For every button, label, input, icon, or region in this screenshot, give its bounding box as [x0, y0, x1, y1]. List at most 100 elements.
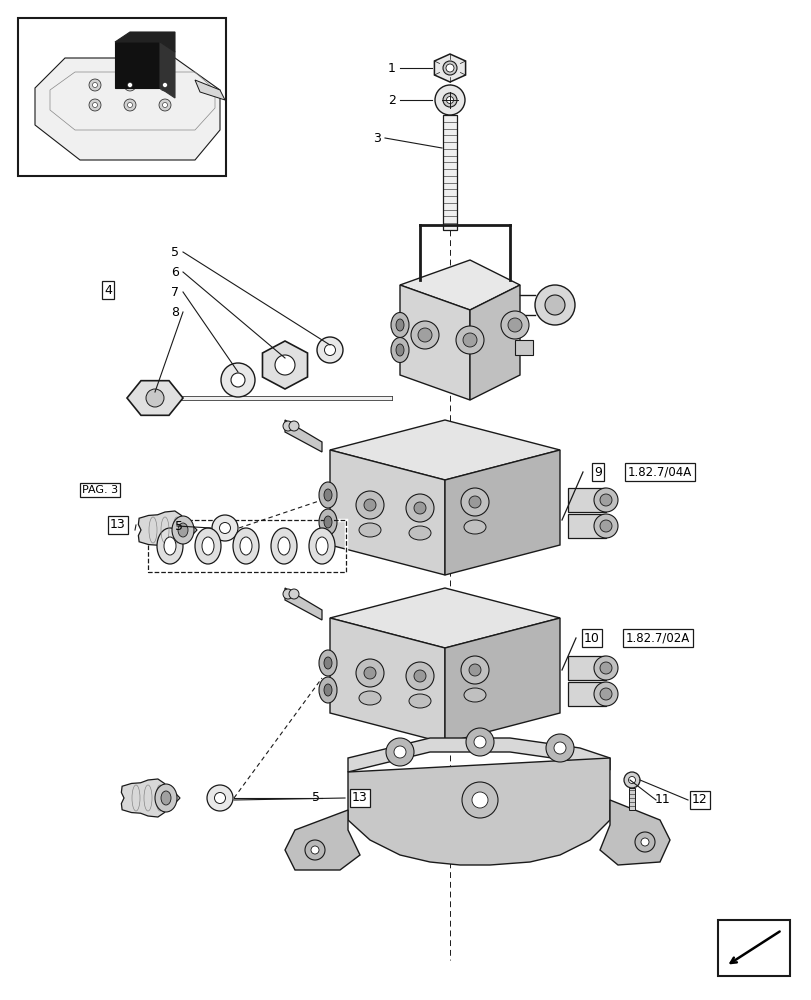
- Circle shape: [446, 97, 453, 104]
- Polygon shape: [115, 32, 175, 52]
- Ellipse shape: [319, 482, 337, 508]
- Circle shape: [599, 520, 611, 532]
- Ellipse shape: [463, 520, 486, 534]
- Ellipse shape: [271, 528, 297, 564]
- Polygon shape: [348, 738, 609, 772]
- Text: 1.82.7/04A: 1.82.7/04A: [627, 466, 692, 479]
- Ellipse shape: [240, 537, 251, 555]
- Ellipse shape: [396, 319, 404, 331]
- Text: 6: 6: [171, 265, 178, 278]
- Circle shape: [462, 333, 476, 347]
- Text: 7: 7: [171, 286, 178, 298]
- Text: 10: 10: [583, 632, 599, 645]
- Circle shape: [418, 328, 431, 342]
- Circle shape: [461, 656, 488, 684]
- Circle shape: [508, 318, 521, 332]
- Circle shape: [305, 840, 324, 860]
- Text: 2: 2: [388, 94, 396, 107]
- Circle shape: [594, 656, 617, 680]
- Polygon shape: [127, 381, 182, 415]
- Text: 12: 12: [691, 793, 707, 806]
- Circle shape: [146, 389, 164, 407]
- Ellipse shape: [358, 691, 380, 705]
- Polygon shape: [444, 618, 560, 743]
- Text: 8: 8: [171, 306, 178, 318]
- Circle shape: [410, 321, 439, 349]
- Ellipse shape: [319, 650, 337, 676]
- Circle shape: [124, 99, 135, 111]
- Text: 5: 5: [175, 520, 182, 532]
- Text: 4: 4: [104, 284, 112, 296]
- Circle shape: [456, 326, 483, 354]
- Circle shape: [92, 103, 97, 108]
- Circle shape: [469, 664, 480, 676]
- Circle shape: [474, 736, 486, 748]
- Ellipse shape: [155, 784, 177, 812]
- Circle shape: [89, 79, 101, 91]
- Polygon shape: [348, 758, 609, 865]
- Circle shape: [363, 499, 375, 511]
- Polygon shape: [470, 285, 519, 400]
- Polygon shape: [285, 810, 359, 870]
- Ellipse shape: [157, 528, 182, 564]
- Polygon shape: [329, 618, 444, 743]
- Ellipse shape: [324, 489, 332, 501]
- Text: 13: 13: [110, 518, 126, 532]
- Circle shape: [623, 772, 639, 788]
- Circle shape: [221, 363, 255, 397]
- Text: 1: 1: [388, 62, 396, 75]
- Polygon shape: [329, 450, 444, 575]
- Circle shape: [534, 285, 574, 325]
- Circle shape: [283, 589, 293, 599]
- Circle shape: [324, 344, 335, 356]
- Circle shape: [640, 838, 648, 846]
- Circle shape: [385, 738, 414, 766]
- Ellipse shape: [396, 344, 404, 356]
- Text: 3: 3: [373, 132, 380, 145]
- Polygon shape: [400, 260, 519, 310]
- Circle shape: [445, 64, 453, 72]
- Circle shape: [92, 83, 97, 88]
- FancyBboxPatch shape: [629, 788, 634, 810]
- Circle shape: [363, 667, 375, 679]
- Circle shape: [212, 515, 238, 541]
- Circle shape: [289, 589, 298, 599]
- Circle shape: [289, 421, 298, 431]
- Circle shape: [443, 61, 457, 75]
- Polygon shape: [329, 588, 560, 648]
- Ellipse shape: [202, 537, 214, 555]
- Polygon shape: [138, 511, 197, 549]
- Ellipse shape: [324, 516, 332, 528]
- Polygon shape: [434, 54, 465, 82]
- Circle shape: [466, 728, 493, 756]
- Polygon shape: [195, 80, 225, 100]
- FancyBboxPatch shape: [568, 682, 605, 706]
- Circle shape: [283, 421, 293, 431]
- Text: 1.82.7/02A: 1.82.7/02A: [625, 632, 689, 645]
- FancyBboxPatch shape: [18, 18, 225, 176]
- Circle shape: [599, 688, 611, 700]
- Circle shape: [214, 792, 225, 803]
- Circle shape: [414, 502, 426, 514]
- Ellipse shape: [324, 657, 332, 669]
- Circle shape: [355, 659, 384, 687]
- Circle shape: [162, 103, 167, 108]
- Polygon shape: [599, 800, 669, 865]
- Polygon shape: [121, 779, 180, 817]
- Circle shape: [159, 99, 171, 111]
- Text: 9: 9: [594, 466, 601, 479]
- Circle shape: [500, 311, 528, 339]
- Circle shape: [469, 496, 480, 508]
- Polygon shape: [35, 58, 220, 160]
- Ellipse shape: [309, 528, 335, 564]
- Ellipse shape: [315, 537, 328, 555]
- Circle shape: [599, 662, 611, 674]
- Polygon shape: [160, 42, 175, 98]
- Circle shape: [553, 742, 565, 754]
- Circle shape: [471, 792, 487, 808]
- Ellipse shape: [195, 528, 221, 564]
- Circle shape: [230, 373, 245, 387]
- Circle shape: [634, 832, 654, 852]
- Text: 13: 13: [352, 791, 367, 804]
- Ellipse shape: [319, 677, 337, 703]
